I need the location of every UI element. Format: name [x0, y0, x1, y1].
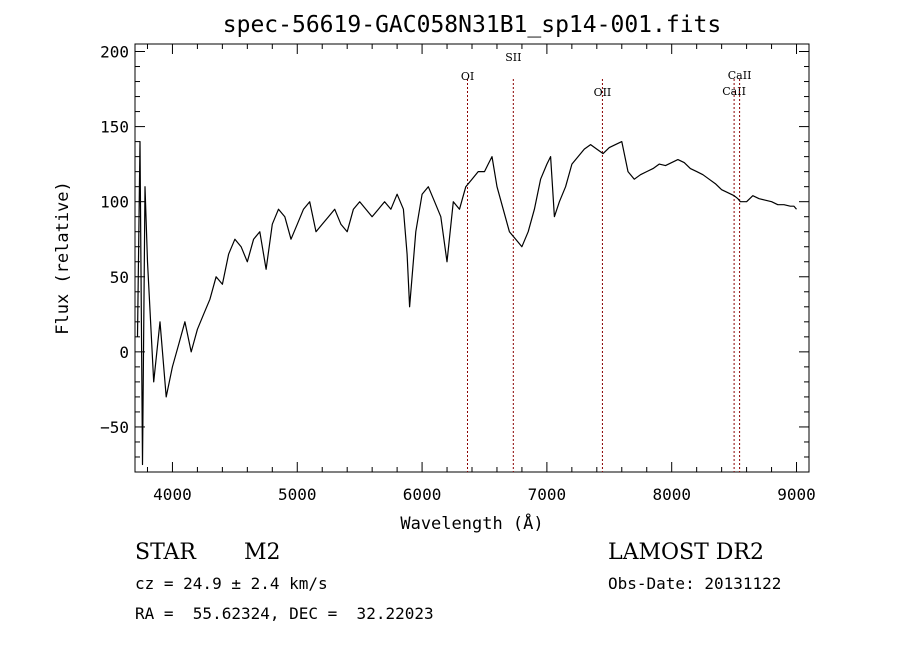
x-tick-label: 9000: [777, 485, 816, 504]
subclass: M2: [244, 540, 281, 565]
y-tick-label: 50: [110, 268, 129, 287]
obs-date-text: Obs-Date: 20131122: [608, 574, 782, 593]
line-markers: OI SII OII CaII CaII: [461, 51, 752, 472]
spectrum-series: [136, 141, 797, 466]
y-axis-label: Flux (relative): [53, 181, 73, 335]
y-tick-label: 200: [100, 43, 129, 62]
x-tick-label: 8000: [652, 485, 691, 504]
line-marker-label: SII: [505, 51, 521, 64]
coordinates-text: RA = 55.62324, DEC = 32.22023: [135, 604, 434, 623]
axis-ticks: 4000 5000 6000 7000 8000 9000 −50 0 50 100 150 200: [100, 43, 816, 504]
y-tick-label: −50: [100, 418, 129, 437]
spectrum-line: [136, 141, 797, 466]
line-marker-label: OII: [594, 86, 612, 99]
object-class: STAR: [135, 540, 196, 565]
x-tick-label: 6000: [403, 485, 442, 504]
y-tick-label: 100: [100, 193, 129, 212]
line-marker-label: OI: [461, 70, 474, 83]
line-marker-label: CaII: [728, 69, 752, 82]
y-tick-label: 150: [100, 118, 129, 137]
y-tick-label: 0: [119, 343, 129, 362]
chart-title: spec-56619-GAC058N31B1_sp14-001.fits: [223, 12, 722, 38]
x-tick-label: 4000: [153, 485, 192, 504]
x-tick-label: 5000: [278, 485, 317, 504]
plot-frame: [134, 43, 810, 473]
x-axis-label: Wavelength (Å): [400, 512, 543, 534]
line-marker-label: CaII: [722, 85, 746, 98]
redshift-text: cz = 24.9 ± 2.4 km/s: [135, 574, 328, 593]
x-tick-label: 7000: [528, 485, 567, 504]
survey-name: LAMOST DR2: [608, 540, 764, 565]
